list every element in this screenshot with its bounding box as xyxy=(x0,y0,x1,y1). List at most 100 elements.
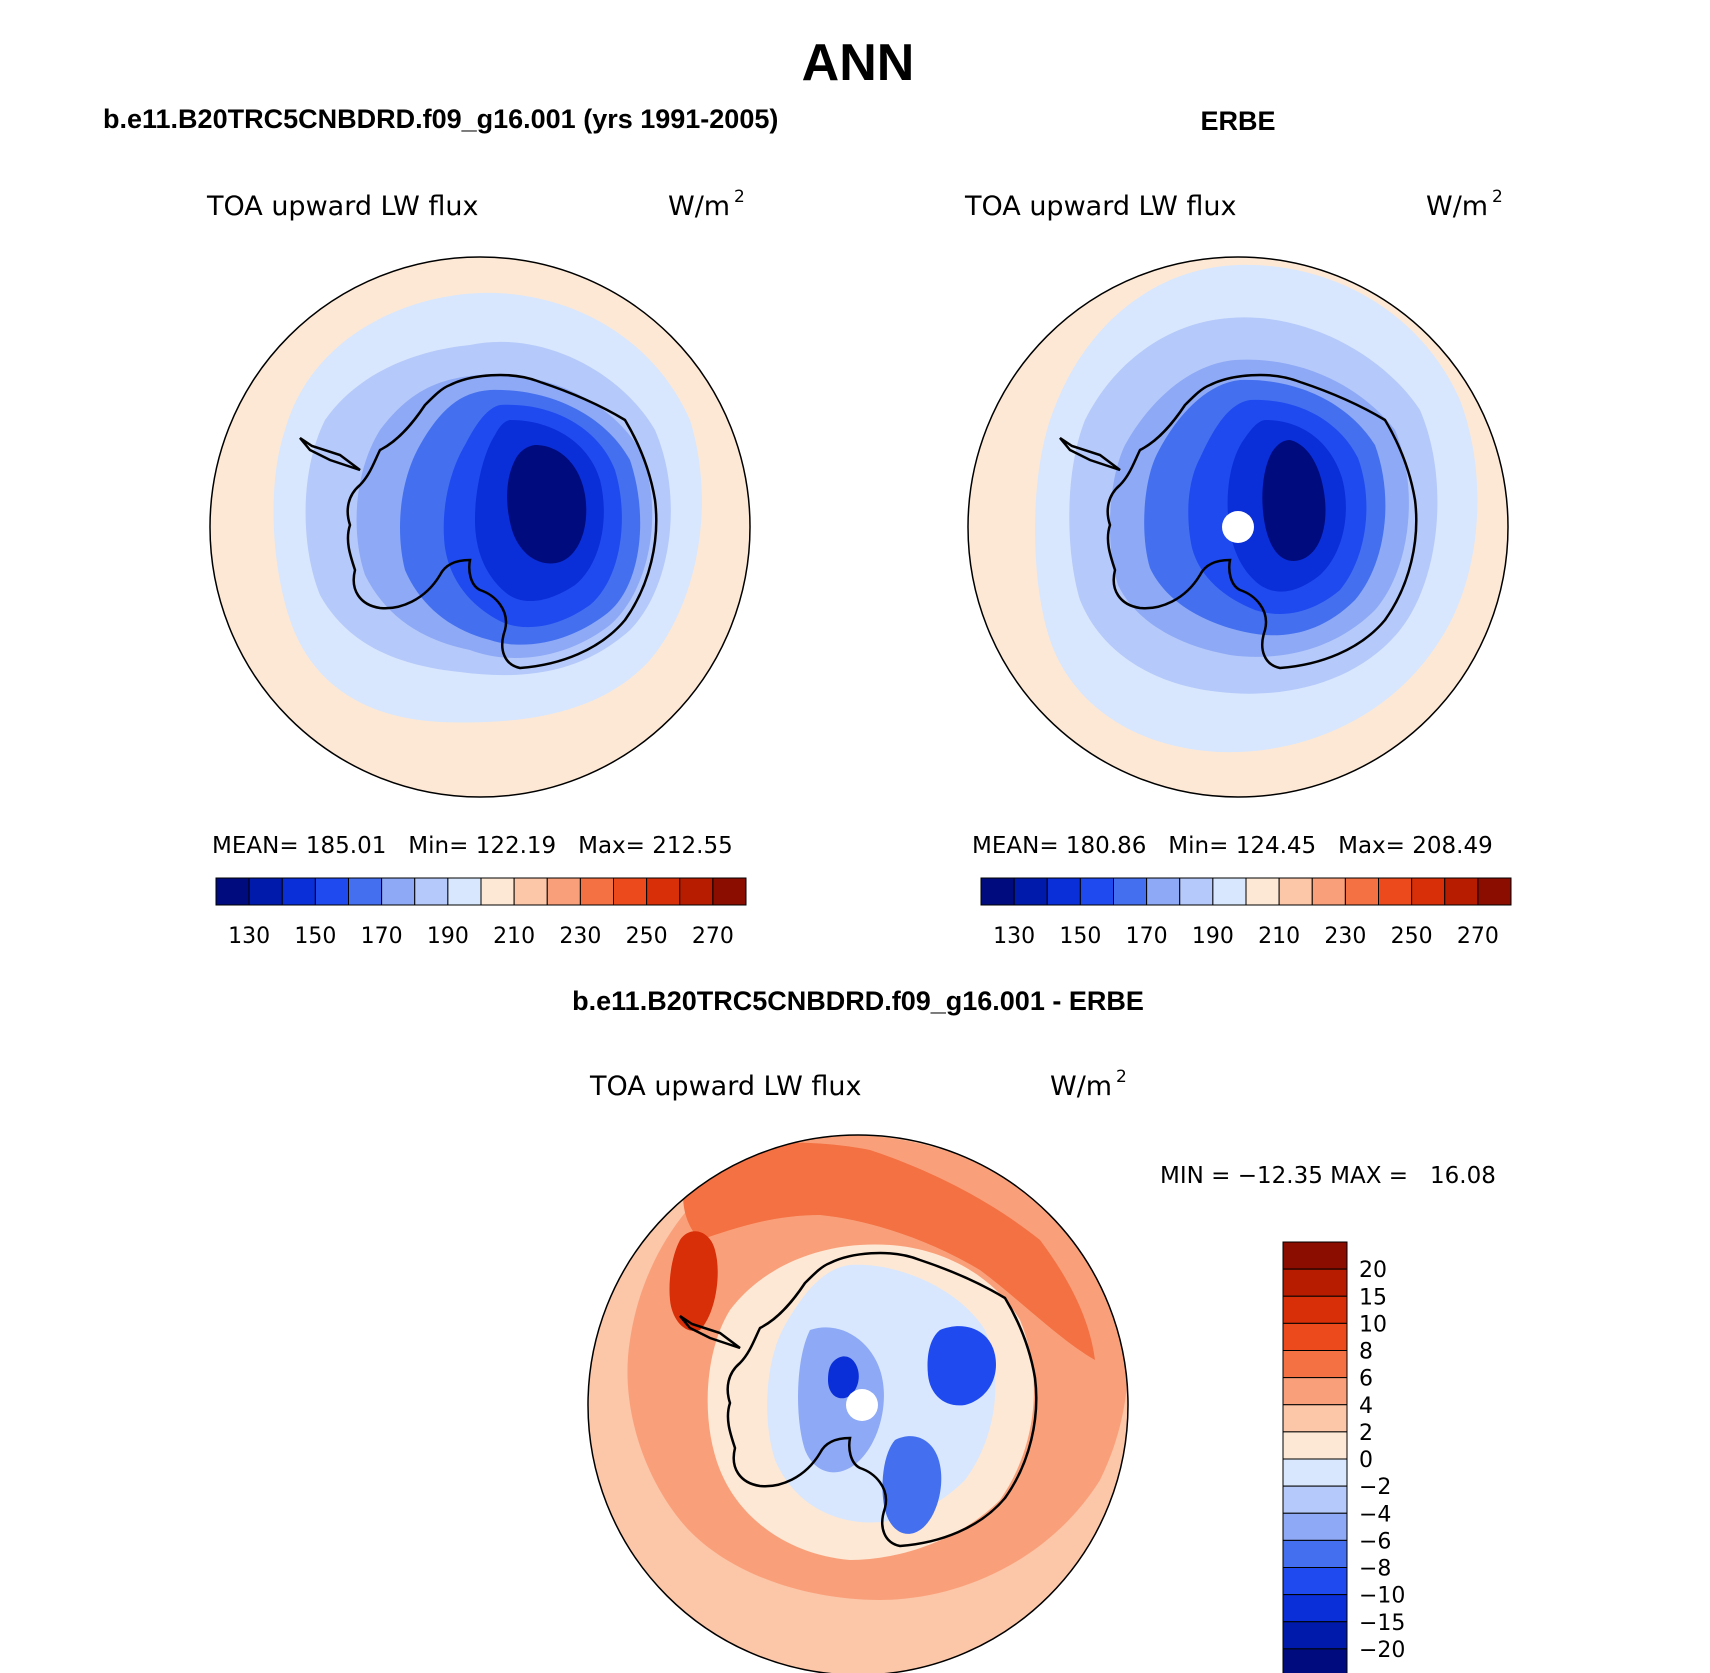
colorbar-tick-label: 190 xyxy=(427,924,469,949)
colorbar-tick-label: 150 xyxy=(1059,924,1101,949)
colorbar-swatch xyxy=(381,877,416,906)
colorbar-tick-label: 15 xyxy=(1359,1285,1387,1310)
panel-diff: b.e11.B20TRC5CNBDRD.f09_g16.001 - ERBE T… xyxy=(572,986,1496,1673)
diff-field-negative-4 xyxy=(828,1356,859,1399)
diff-field-negative-2 xyxy=(882,1436,942,1534)
model-map-boundary xyxy=(209,256,751,798)
colorbar-tick-label: 0 xyxy=(1359,1448,1373,1473)
colorbar-swatch xyxy=(1282,1621,1348,1650)
colorbar-swatch xyxy=(1013,877,1048,906)
colorbar-swatch xyxy=(1282,1241,1348,1270)
diff-field-negative-1 xyxy=(798,1327,884,1473)
figure-title: ANN xyxy=(802,34,915,92)
colorbar-swatch xyxy=(1282,1458,1348,1487)
colorbar-swatch xyxy=(248,877,283,906)
colorbar-swatch xyxy=(1282,1295,1348,1324)
panel-obs: ERBE TOA upward LW flux W/m 2 MEAN= 180.… xyxy=(964,106,1512,949)
panel-diff-stats: MIN = −12.35 MAX = 16.08 xyxy=(1160,1163,1496,1189)
colorbar-swatch xyxy=(1311,877,1346,906)
colorbar-swatch xyxy=(1344,877,1379,906)
colorbar-swatch xyxy=(314,877,349,906)
colorbar-tick-label: 2 xyxy=(1359,1421,1373,1446)
colorbar-swatch xyxy=(1212,877,1247,906)
colorbar-tick-label: −4 xyxy=(1359,1502,1391,1527)
colorbar-tick-label: 230 xyxy=(559,924,601,949)
colorbar-swatch xyxy=(447,877,482,906)
diff-field-negative-3 xyxy=(927,1326,996,1406)
svg-text:W/m: W/m xyxy=(1050,1071,1112,1102)
colorbar-swatch xyxy=(1282,1539,1348,1568)
diff-field-hotspot-west xyxy=(669,1231,718,1331)
colorbar-swatch xyxy=(1278,877,1313,906)
panel-diff-units: W/m 2 xyxy=(1050,1067,1127,1102)
svg-text:W/m: W/m xyxy=(1426,191,1488,222)
diff-field-outer-strong xyxy=(683,1142,1095,1360)
colorbar-tick-label: 230 xyxy=(1324,924,1366,949)
colorbar-tick-label: 130 xyxy=(228,924,270,949)
diff-map-boundary xyxy=(587,1134,1129,1673)
colorbar-swatch xyxy=(679,877,714,906)
colorbar-swatch xyxy=(1282,1567,1348,1596)
colorbar-swatch xyxy=(1282,1512,1348,1541)
colorbar-tick-label: −20 xyxy=(1359,1638,1405,1663)
colorbar-swatch xyxy=(1179,877,1214,906)
colorbar-tick-label: 170 xyxy=(361,924,403,949)
obs-pole-mask xyxy=(1222,511,1254,543)
panel-diff-heading: b.e11.B20TRC5CNBDRD.f09_g16.001 - ERBE xyxy=(572,986,1144,1016)
colorbar-tick-label: 210 xyxy=(1258,924,1300,949)
panel-diff-map xyxy=(587,1134,1129,1673)
colorbar-tick-label: −15 xyxy=(1359,1611,1405,1636)
panel-obs-variable-label: TOA upward LW flux xyxy=(964,191,1237,222)
colorbar-swatch xyxy=(1282,1404,1348,1433)
svg-text:2: 2 xyxy=(1116,1067,1127,1087)
colorbar-swatch xyxy=(613,877,648,906)
colorbar-swatch xyxy=(1146,877,1181,906)
obs-field-contour-130 xyxy=(1262,440,1326,561)
colorbar-tick-label: 20 xyxy=(1359,1258,1387,1283)
panel-model-map xyxy=(209,256,751,798)
colorbar-swatch xyxy=(513,877,548,906)
panel-obs-units: W/m 2 xyxy=(1426,187,1503,222)
panel-diff-variable-label: TOA upward LW flux xyxy=(589,1071,862,1102)
colorbar-swatch xyxy=(1282,1350,1348,1379)
colorbar-tick-label: 10 xyxy=(1359,1312,1387,1337)
colorbar-tick-label: 6 xyxy=(1359,1367,1373,1392)
colorbar-swatch xyxy=(348,877,383,906)
panel-model-colorbar xyxy=(215,877,747,906)
colorbar-tick-label: 4 xyxy=(1359,1394,1373,1419)
colorbar-swatch xyxy=(215,877,250,906)
colorbar-tick-label: 8 xyxy=(1359,1340,1373,1365)
colorbar-swatch xyxy=(646,877,681,906)
colorbar-tick-label: 270 xyxy=(1457,924,1499,949)
panel-diff-colorbar-ticks: 20 15 10 8 6 4 2 0 −2 −4 −6 −8 −10 −15 −… xyxy=(1359,1258,1405,1663)
panel-model-heading: b.e11.B20TRC5CNBDRD.f09_g16.001 (yrs 199… xyxy=(103,104,778,134)
colorbar-tick-label: 170 xyxy=(1126,924,1168,949)
panel-model: b.e11.B20TRC5CNBDRD.f09_g16.001 (yrs 199… xyxy=(103,104,778,949)
colorbar-swatch xyxy=(480,877,515,906)
svg-text:2: 2 xyxy=(734,187,745,207)
colorbar-tick-label: 130 xyxy=(993,924,1035,949)
model-field-contour-130 xyxy=(507,445,587,564)
colorbar-swatch xyxy=(1378,877,1413,906)
colorbar-swatch xyxy=(1113,877,1148,906)
panel-obs-stats: MEAN= 180.86 Min= 124.45 Max= 208.49 xyxy=(972,833,1493,859)
svg-text:W/m: W/m xyxy=(668,191,730,222)
colorbar-swatch xyxy=(1477,877,1512,906)
colorbar-tick-label: 150 xyxy=(294,924,336,949)
panel-model-units: W/m 2 xyxy=(668,187,745,222)
panel-diff-colorbar xyxy=(1282,1241,1348,1673)
colorbar-tick-label: 190 xyxy=(1192,924,1234,949)
colorbar-swatch xyxy=(1282,1485,1348,1514)
diff-pole-mask xyxy=(846,1389,878,1421)
panel-obs-colorbar xyxy=(980,877,1512,906)
panel-obs-colorbar-ticks: 130 150 170 190 210 230 250 270 xyxy=(993,924,1499,949)
svg-text:2: 2 xyxy=(1492,187,1503,207)
colorbar-tick-label: −2 xyxy=(1359,1475,1391,1500)
panel-model-colorbar-ticks: 130 150 170 190 210 230 250 270 xyxy=(228,924,734,949)
panel-obs-heading: ERBE xyxy=(1200,106,1275,136)
obs-map-boundary xyxy=(967,256,1509,798)
colorbar-tick-label: −10 xyxy=(1359,1584,1405,1609)
colorbar-swatch xyxy=(414,877,449,906)
colorbar-swatch xyxy=(1245,877,1280,906)
